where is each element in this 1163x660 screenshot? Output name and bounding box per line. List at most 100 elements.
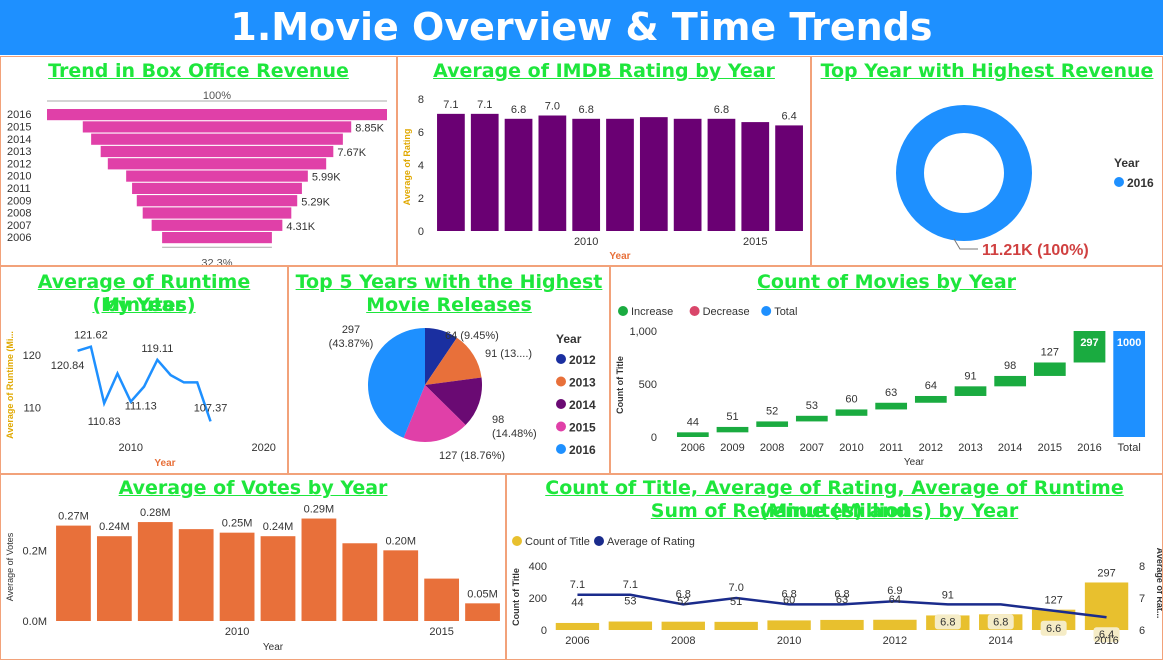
votes-data-label: 0.05M <box>467 588 498 600</box>
topyear-leader-line <box>953 238 978 250</box>
votes-data-label: 0.20M <box>385 535 416 547</box>
runtime-data-label: 110.83 <box>88 416 121 428</box>
votes-data-label: 0.28M <box>140 507 171 519</box>
combo-title-line1: Count of Title, Average of Rating, Avera… <box>545 477 1124 522</box>
funnel-title: Trend in Box Office Revenue <box>48 60 349 82</box>
count-data-label: 1000 <box>1117 337 1141 349</box>
imdb-bar <box>673 118 702 231</box>
funnel-data-label: 5.99K <box>312 172 341 184</box>
votes-data-label: 0.25M <box>222 518 253 530</box>
runtime-panel[interactable]: Average of Runtime (Minutes) by Year 110… <box>0 266 288 474</box>
count-bar <box>1073 331 1106 363</box>
count-data-label: 297 <box>1080 337 1098 349</box>
count-legend-dot <box>618 306 628 316</box>
combo-bar <box>608 621 653 630</box>
count-data-label: 63 <box>885 387 897 399</box>
combo-count-label: 60 <box>783 594 795 606</box>
top5-legend-dot <box>556 444 566 454</box>
funnel-category-label: 2008 <box>7 208 31 220</box>
funnel-data-label: 5.29K <box>301 196 330 208</box>
topyear-legend-dot <box>1114 177 1124 187</box>
combo-bar <box>1084 582 1129 630</box>
runtime-xtick: 2010 <box>119 442 143 454</box>
combo-ytick-left: 0 <box>541 625 547 637</box>
imdb-bar <box>606 118 634 231</box>
count-data-label: 98 <box>1004 360 1016 372</box>
funnel-bar <box>142 207 292 219</box>
combo-panel[interactable]: Count of Title, Average of Rating, Avera… <box>506 474 1163 660</box>
count-xtick: 2013 <box>958 442 982 454</box>
count-legend-item: Total <box>774 306 797 318</box>
combo-count-label: 52 <box>677 596 689 608</box>
funnel-category-label: 2012 <box>7 158 31 170</box>
top5-data-label: 64 (9.45%) <box>445 330 499 342</box>
combo-count-label: 51 <box>730 596 742 608</box>
votes-panel[interactable]: Average of Votes by Year 0.0M 0.2M 0.27M 0.… <box>0 474 506 660</box>
topyear-title: Top Year with Highest Revenue <box>820 60 1154 82</box>
votes-data-label: 0.27M <box>58 511 89 523</box>
funnel-data-label: 7.67K <box>337 147 366 159</box>
funnel-bar <box>91 133 343 145</box>
combo-rating-label: 6.8 <box>781 588 796 600</box>
top5-panel[interactable]: Top 5 Years with the Highest Movie Relea… <box>288 266 610 474</box>
imdb-data-label: 6.8 <box>714 104 729 116</box>
votes-chart[interactable]: 0.0M 0.2M 0.27M 0.24M 0.28M 0.25M 0.24M 0.29M 0.… <box>1 475 506 660</box>
combo-bar <box>555 622 600 630</box>
votes-data-label: 0.24M <box>263 521 294 533</box>
funnel-data-label: 8.85K <box>355 123 384 135</box>
count-xtick: 2010 <box>839 442 863 454</box>
imdb-panel[interactable]: Average of IMDB Rating by Year 0 2 4 6 8 7.1 7… <box>397 56 811 266</box>
top5-legend-dot <box>556 399 566 409</box>
combo-xtick: 2010 <box>777 635 801 647</box>
topyear-panel[interactable]: Top Year with Highest Revenue 11.21K (10… <box>811 56 1163 266</box>
combo-bar <box>820 619 864 630</box>
imdb-bar <box>741 122 770 231</box>
combo-rating-label: 6.4 <box>1099 629 1114 641</box>
imdb-bar <box>470 113 499 231</box>
imdb-ytick: 8 <box>418 94 424 106</box>
votes-bar <box>465 603 500 621</box>
top5-chart[interactable]: 64 (9.45%) 91 (13....) 98 (14.48%) 127 (18.7… <box>289 267 610 474</box>
combo-rating-label: 6.8 <box>993 616 1008 628</box>
imdb-bar <box>775 125 803 231</box>
count-data-label: 60 <box>845 393 857 405</box>
combo-xtick: 2008 <box>671 635 695 647</box>
top5-legend-title: Year <box>556 332 582 346</box>
combo-ytick-right: 8 <box>1139 561 1145 573</box>
combo-ytick-left: 200 <box>529 593 547 605</box>
imdb-data-label: 7.1 <box>443 99 458 111</box>
combo-legend-dot <box>594 536 604 546</box>
imdb-ytick: 6 <box>418 127 424 139</box>
combo-rating-line <box>577 593 1107 619</box>
combo-count-label: 91 <box>942 589 954 601</box>
votes-data-label: 0.29M <box>304 504 335 516</box>
imdb-bar <box>639 117 668 231</box>
top5-legend-item: 2013 <box>569 376 596 390</box>
runtime-chart[interactable]: 110 120 2010 2020 120.84 121.62 110.83 111.13 11… <box>1 267 288 474</box>
combo-legend-item: Average of Rating <box>607 536 695 548</box>
combo-legend-dot <box>512 536 522 546</box>
top5-pie-slice <box>367 328 425 438</box>
combo-ytick-left: 400 <box>529 561 547 573</box>
funnel-category-label: 2011 <box>7 183 31 195</box>
count-panel[interactable]: Count of Movies by Year Increase Decrease… <box>610 266 1163 474</box>
combo-rating-label-box <box>1093 627 1120 643</box>
funnel-bar <box>107 158 327 170</box>
count-bar <box>835 409 868 416</box>
count-chart[interactable]: Increase Decrease Total 0 500 1,000 44 2006 51 20… <box>611 267 1163 474</box>
funnel-panel[interactable]: Trend in Box Office Revenue 100% 2016 2015… <box>0 56 397 266</box>
count-data-label: 64 <box>925 380 937 392</box>
runtime-ylabel: Average of Runtime (Mi... <box>5 331 15 439</box>
combo-count-label: 297 <box>1097 567 1115 579</box>
imdb-ylabel: Average of Rating <box>402 129 412 206</box>
combo-chart[interactable]: Count of Title Average of Rating 0 200 400 6 7… <box>507 475 1163 660</box>
topyear-chart[interactable]: 11.21K (100%) Year 2016 <box>812 57 1163 266</box>
count-bar <box>994 375 1027 387</box>
votes-bar <box>260 536 296 621</box>
count-data-label: 91 <box>964 370 976 382</box>
runtime-title-line2: by Year <box>104 294 184 316</box>
count-ytick: 500 <box>639 379 657 391</box>
combo-bar <box>767 620 811 630</box>
